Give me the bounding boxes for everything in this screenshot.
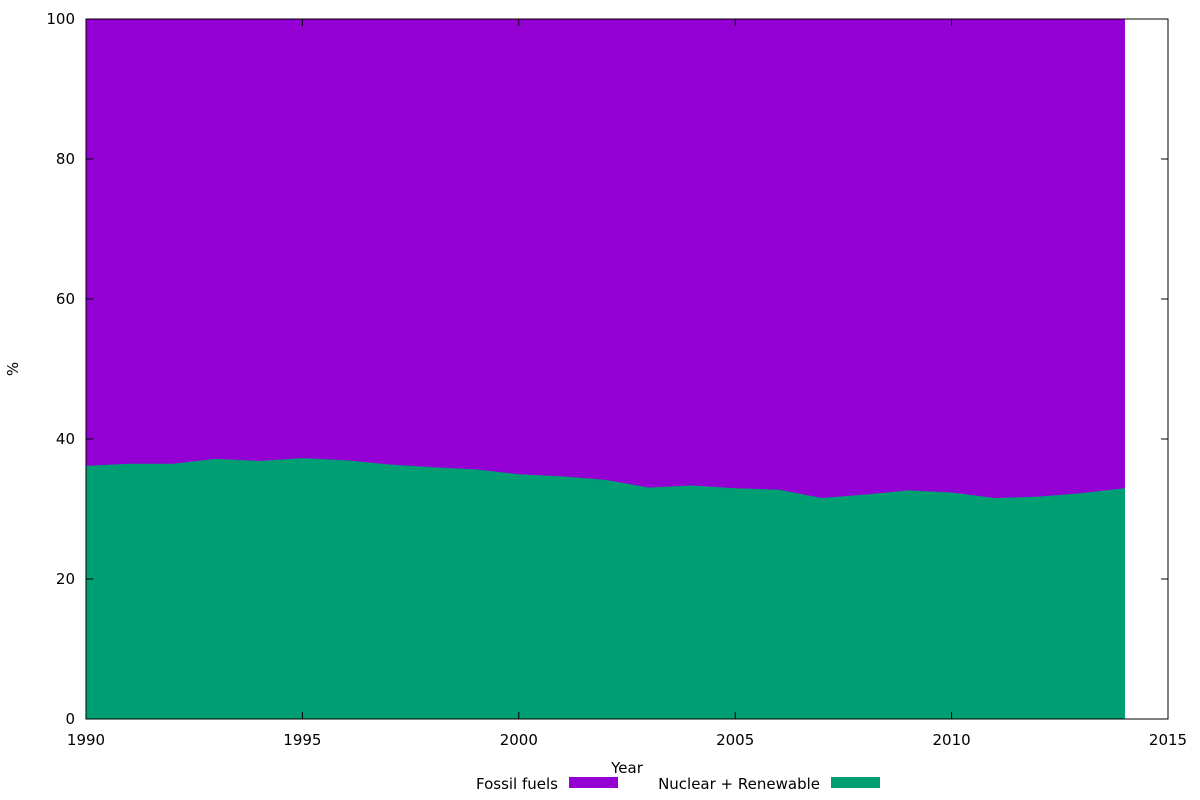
y-tick-label: 80 [56,150,75,168]
area-nuclear-renewable [85,457,1125,720]
y-axis: 0 20 40 60 80 100 [46,10,1168,728]
y-tick-label: 40 [56,430,75,448]
y-axis-title: % [4,362,22,376]
legend: Fossil fuels Nuclear + Renewable [476,775,880,793]
plot-frame [85,18,1169,720]
y-tick-label: 60 [56,290,75,308]
x-tick-label: 1995 [283,731,321,749]
x-tick-label: 2010 [933,731,971,749]
x-axis-title: Year [610,759,644,777]
x-axis: 1990 1995 2000 2005 2010 2015 [67,19,1187,749]
x-tick-label: 2005 [716,731,754,749]
x-tick-label: 2015 [1149,731,1187,749]
area-layer [85,18,1125,720]
legend-label: Fossil fuels [476,775,558,793]
y-tick-label: 100 [46,10,75,28]
legend-swatch [831,777,880,788]
y-tick-label: 0 [65,710,75,728]
x-tick-label: 2000 [500,731,538,749]
x-tick-label: 1990 [67,731,105,749]
legend-swatch [569,777,618,788]
y-tick-label: 20 [56,570,75,588]
area-fossil-fuels [85,18,1125,499]
legend-label: Nuclear + Renewable [658,775,820,793]
